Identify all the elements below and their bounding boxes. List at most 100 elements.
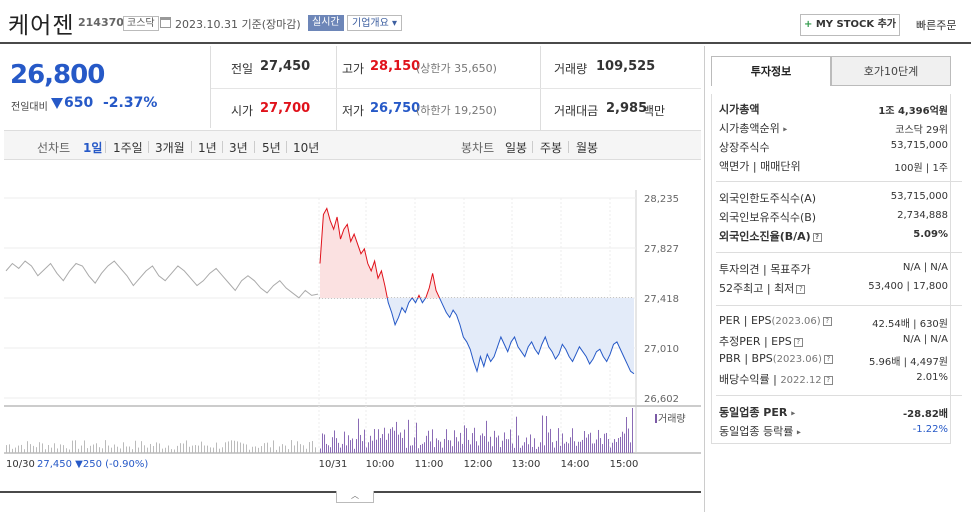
market-cap-rank-link[interactable]: 시가총액순위 ▸ bbox=[719, 120, 787, 136]
x-axis-ticks: 10/31 10:00 11:00 12:00 13:00 14:00 15:00 bbox=[319, 459, 639, 470]
volume-bar bbox=[394, 430, 395, 453]
industry-rate-label: 동일업종 등락률 bbox=[719, 425, 794, 438]
volume-bar bbox=[309, 442, 310, 453]
volume-bar bbox=[472, 433, 473, 453]
volume-bar bbox=[69, 449, 70, 453]
help-icon[interactable]: ? bbox=[793, 337, 803, 347]
chevron-right-icon: ▸ bbox=[796, 427, 801, 437]
volume-bar bbox=[332, 437, 333, 453]
volume-bar bbox=[454, 430, 455, 453]
quick-order-link[interactable]: 빠른주문 bbox=[916, 19, 957, 32]
week52-high-value: 53,400 bbox=[868, 281, 904, 292]
divider bbox=[568, 141, 569, 153]
volume-bar bbox=[622, 431, 623, 453]
high-label: 고가 bbox=[342, 62, 365, 76]
bps-date: (2023.06) bbox=[772, 354, 822, 365]
change-rate: -2.37% bbox=[103, 95, 158, 111]
volume-bar bbox=[490, 436, 491, 453]
help-icon[interactable]: ? bbox=[822, 316, 832, 326]
volume-bar bbox=[462, 443, 463, 453]
industry-per-link[interactable]: 동일업종 PER ▸ bbox=[719, 404, 795, 420]
volume-bar bbox=[410, 445, 411, 453]
volume-bar bbox=[279, 446, 280, 453]
dividend-value: 2.01% bbox=[916, 372, 948, 383]
market-cap-rank-label: 시가총액순위 bbox=[719, 122, 780, 135]
divider bbox=[286, 141, 287, 153]
volume-bar bbox=[75, 440, 76, 453]
volume-bar bbox=[630, 442, 631, 453]
market-cap-label: 시가총액 bbox=[719, 103, 760, 116]
help-icon[interactable]: ? bbox=[812, 232, 822, 242]
foreign-limit-value: 53,715,000 bbox=[890, 191, 948, 202]
volume-bar bbox=[588, 434, 589, 453]
volume-bar bbox=[78, 448, 79, 453]
volume-bar bbox=[153, 445, 154, 453]
week52-high-label: 52주최고 bbox=[719, 282, 764, 295]
volume-bar bbox=[458, 441, 459, 453]
par-unit-value: 100원 | 1주 bbox=[894, 163, 948, 174]
help-icon[interactable]: ? bbox=[796, 284, 806, 294]
volume-bar bbox=[408, 419, 409, 453]
period-1y[interactable]: 1년 bbox=[198, 141, 217, 155]
collapse-button[interactable]: ︿ bbox=[336, 491, 374, 503]
volume-bar bbox=[448, 440, 449, 453]
volume-bar bbox=[430, 441, 431, 453]
volume-bar bbox=[396, 421, 397, 453]
company-info-dropdown[interactable]: 기업개요 ▾ bbox=[347, 15, 403, 31]
period-5y[interactable]: 5년 bbox=[262, 141, 281, 155]
volume-bar bbox=[159, 443, 160, 453]
period-3m[interactable]: 3개월 bbox=[155, 141, 185, 155]
volume-bar bbox=[470, 444, 471, 453]
candle-daily[interactable]: 일봉 bbox=[505, 141, 528, 155]
realtime-button[interactable]: 실시간 bbox=[308, 15, 344, 31]
x-tick-label: 12:00 bbox=[464, 459, 493, 470]
volume-bar bbox=[18, 445, 19, 453]
add-mystock-button[interactable]: + MY STOCK 추가 bbox=[800, 14, 900, 36]
high-value: 28,150 bbox=[370, 59, 421, 74]
volume-bar bbox=[612, 442, 613, 453]
volume-bar bbox=[368, 442, 369, 453]
volume-bar bbox=[322, 433, 323, 453]
volume-bar bbox=[480, 435, 481, 453]
open-label: 시가 bbox=[231, 104, 254, 118]
price-chart[interactable]: 28,235 27,827 27,418 27,010 26,602 10/31 10:0… bbox=[4, 160, 701, 490]
volume-bar bbox=[261, 446, 262, 453]
opinion-target-label: 투자의견 | 목표주가 bbox=[719, 263, 811, 276]
volume-bar bbox=[572, 428, 573, 453]
help-icon[interactable]: ? bbox=[823, 375, 833, 385]
volume-bar bbox=[352, 438, 353, 453]
volume-bar bbox=[596, 439, 597, 453]
candle-weekly[interactable]: 주봉 bbox=[540, 141, 563, 155]
volume-bar bbox=[9, 444, 10, 453]
volume-bar bbox=[492, 446, 493, 453]
period-3y[interactable]: 3년 bbox=[229, 141, 248, 155]
chevron-right-icon: ▸ bbox=[791, 408, 796, 418]
industry-rate-link[interactable]: 동일업종 등락률 ▸ bbox=[719, 423, 801, 439]
volume-bar bbox=[624, 433, 625, 453]
company-info-label: 기업개요 bbox=[352, 18, 389, 29]
volume-bar bbox=[219, 448, 220, 453]
period-10y[interactable]: 10년 bbox=[293, 141, 320, 155]
est-per-value: N/A | N/A bbox=[902, 334, 948, 345]
volume-bar bbox=[536, 448, 537, 453]
volume-bar bbox=[150, 443, 151, 453]
period-1w[interactable]: 1주일 bbox=[113, 141, 143, 155]
tab-order-book[interactable]: 호가10단계 bbox=[831, 56, 951, 86]
volume-bar bbox=[504, 432, 505, 453]
volume-bar bbox=[180, 443, 181, 453]
volume-bar bbox=[57, 448, 58, 453]
help-icon[interactable]: ? bbox=[823, 354, 833, 364]
volume-bar bbox=[258, 447, 259, 453]
volume-bar bbox=[249, 449, 250, 453]
line-chart-label: 선차트 bbox=[37, 141, 71, 155]
volume-bar bbox=[288, 449, 289, 453]
volume-bar bbox=[626, 417, 627, 453]
tab-investment-info[interactable]: 투자정보 bbox=[711, 56, 831, 86]
stock-header bbox=[0, 0, 971, 44]
volume-bar bbox=[216, 442, 217, 453]
y-tick-label: 27,010 bbox=[644, 344, 679, 355]
volume-bar bbox=[432, 429, 433, 453]
x-tick-label: 14:00 bbox=[561, 459, 590, 470]
candle-monthly[interactable]: 월봉 bbox=[576, 141, 599, 155]
period-1d[interactable]: 1일 bbox=[83, 141, 103, 155]
